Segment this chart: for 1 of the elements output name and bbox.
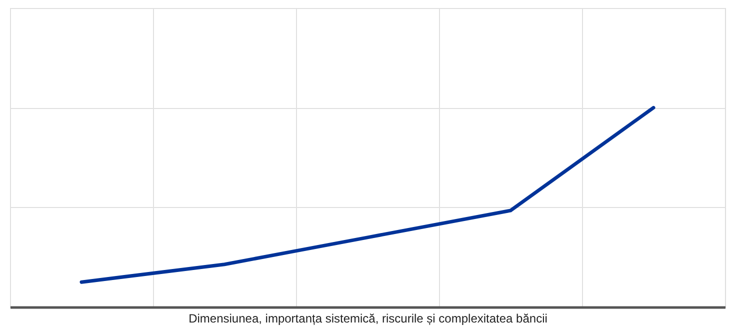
x-axis-title: Dimensiunea, importanța sistemică, riscurile și complexitatea băncii xyxy=(188,312,548,326)
